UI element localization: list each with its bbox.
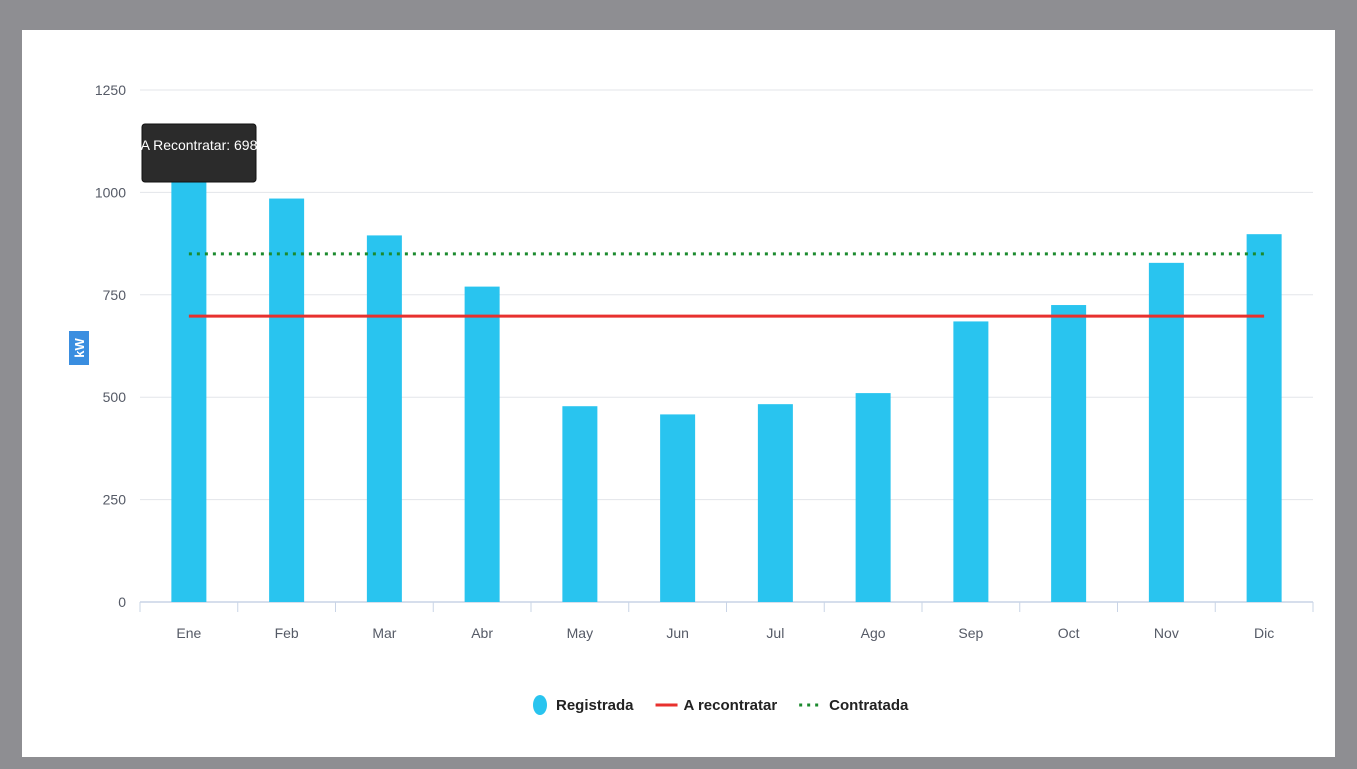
x-tick-label: Dic bbox=[1254, 625, 1274, 641]
x-tick-label: Jun bbox=[666, 625, 689, 641]
bar-registrada[interactable] bbox=[562, 406, 598, 602]
y-tick-label: 750 bbox=[103, 287, 127, 303]
x-tick-label: Abr bbox=[471, 625, 493, 641]
bar-registrada[interactable] bbox=[855, 393, 891, 602]
y-axis-label: kW bbox=[72, 338, 87, 358]
legend-item-label[interactable]: A recontratar bbox=[684, 697, 778, 714]
legend-marker-registrada bbox=[533, 695, 547, 715]
bar-registrada[interactable] bbox=[660, 414, 696, 602]
bar-registrada[interactable] bbox=[269, 198, 305, 602]
y-tick-label: 250 bbox=[103, 492, 127, 508]
y-axis-label-box bbox=[69, 331, 89, 365]
y-tick-label: 1000 bbox=[95, 184, 126, 200]
x-tick-label: Oct bbox=[1058, 625, 1080, 641]
y-tick-label: 1250 bbox=[95, 82, 126, 98]
tooltip-text: A Recontratar: 698 bbox=[141, 137, 258, 153]
x-tick-label: Jul bbox=[766, 625, 784, 641]
x-tick-label: Feb bbox=[275, 625, 299, 641]
bar-registrada[interactable] bbox=[366, 235, 402, 602]
bar-registrada[interactable] bbox=[1051, 305, 1087, 602]
bar-registrada[interactable] bbox=[953, 321, 989, 602]
tooltip-box bbox=[141, 123, 257, 183]
x-tick-label: Ago bbox=[861, 625, 886, 641]
bar-registrada[interactable] bbox=[757, 404, 793, 602]
chart-frame: 0 250 500 750 1000 1250 kW Ene Feb Mar Abr May Jun Ju… bbox=[22, 30, 1335, 757]
bar-registrada[interactable] bbox=[1148, 262, 1184, 602]
y-tick-label: 0 bbox=[118, 594, 126, 610]
bar-registrada[interactable] bbox=[464, 286, 500, 602]
x-tick-label: Ene bbox=[176, 625, 201, 641]
y-tick-label: 500 bbox=[103, 389, 127, 405]
bar-registrada[interactable] bbox=[171, 176, 207, 603]
x-tick-label: May bbox=[567, 625, 593, 641]
legend-item-label[interactable]: Contratada bbox=[829, 697, 909, 714]
legend-item-label[interactable]: Registrada bbox=[556, 697, 634, 714]
x-tick-label: Nov bbox=[1154, 625, 1179, 641]
x-tick-label: Sep bbox=[958, 625, 983, 641]
bar-registrada[interactable] bbox=[1246, 234, 1282, 602]
x-tick-label: Mar bbox=[372, 625, 396, 641]
chart-svg: 0 250 500 750 1000 1250 kW Ene Feb Mar Abr May Jun Ju… bbox=[69, 82, 1314, 715]
